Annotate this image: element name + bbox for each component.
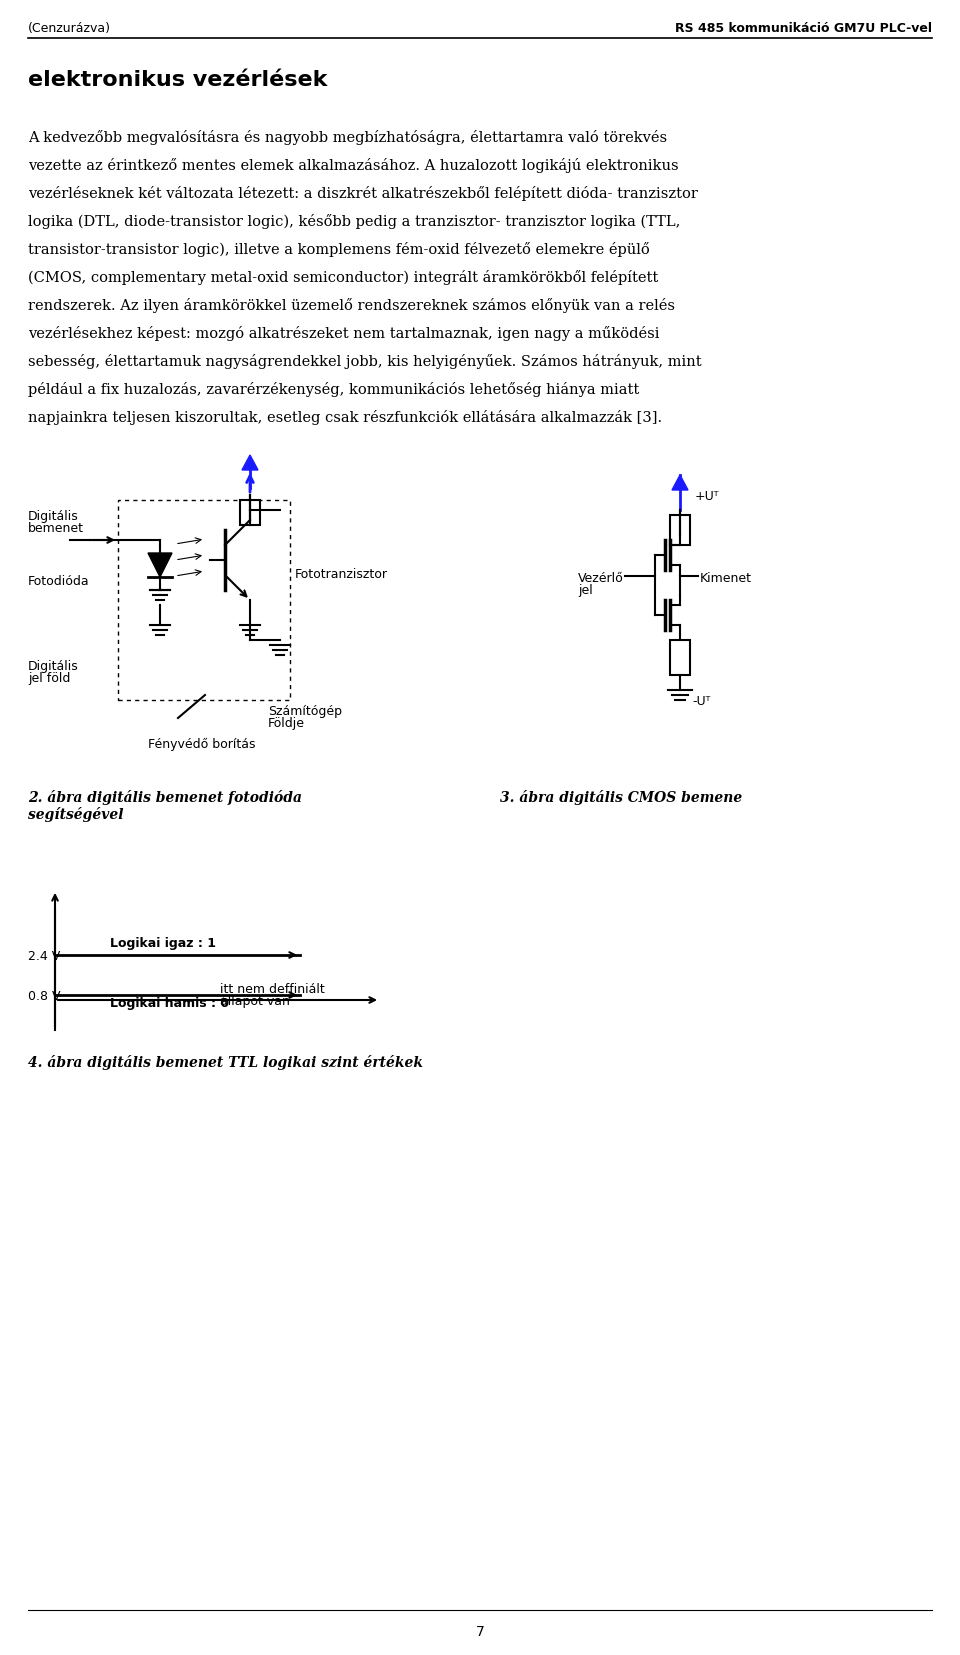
Text: vezérlésekhez képest: mozgó alkatrészeket nem tartalmaznak, igen nagy a működési: vezérlésekhez képest: mozgó alkatrészeke… — [28, 326, 660, 341]
Text: 7: 7 — [475, 1625, 485, 1638]
Text: állapot van: állapot van — [220, 995, 290, 1008]
Text: sebesség, élettartamuk nagyságrendekkel jobb, kis helyigényűek. Számos hátrányuk: sebesség, élettartamuk nagyságrendekkel … — [28, 354, 702, 369]
Polygon shape — [672, 475, 688, 490]
Text: vezérléseknek két változata létezett: a diszkrét alkatrészekből felépített dióda: vezérléseknek két változata létezett: a … — [28, 185, 698, 200]
Text: Földje: Földje — [268, 717, 305, 730]
Text: Fényvédő borítás: Fényvédő borítás — [148, 738, 255, 751]
Text: elektronikus vezérlések: elektronikus vezérlések — [28, 70, 327, 89]
Text: RS 485 kommunikáció GM7U PLC-vel: RS 485 kommunikáció GM7U PLC-vel — [675, 22, 932, 35]
Text: jel föld: jel föld — [28, 672, 70, 685]
Text: 2.4 V: 2.4 V — [28, 950, 60, 963]
Text: Fototranzisztor: Fototranzisztor — [295, 568, 388, 581]
Bar — [670, 515, 690, 544]
Text: Kimenet: Kimenet — [700, 573, 752, 584]
Text: (Cenzurázva): (Cenzurázva) — [28, 22, 111, 35]
Polygon shape — [242, 455, 258, 470]
Polygon shape — [148, 553, 172, 578]
Text: 4. ábra digitális bemenet TTL logikai szint értékek: 4. ábra digitális bemenet TTL logikai sz… — [28, 1054, 423, 1071]
Text: bemenet: bemenet — [28, 521, 84, 535]
Text: Fotodióda: Fotodióda — [28, 574, 89, 588]
Text: Logikai igaz : 1: Logikai igaz : 1 — [110, 937, 216, 950]
Text: jel: jel — [578, 584, 592, 597]
Text: 3. ábra digitális CMOS bemene: 3. ábra digitális CMOS bemene — [500, 789, 742, 804]
Text: -Uᵀ: -Uᵀ — [692, 695, 710, 708]
Text: Számítógép: Számítógép — [268, 705, 342, 718]
Text: például a fix huzalozás, zavarérzékenység, kommunikációs lehetőség hiánya miatt: például a fix huzalozás, zavarérzékenysé… — [28, 382, 639, 397]
Text: 0.8 V: 0.8 V — [28, 990, 60, 1003]
Text: (CMOS, complementary metal-oxid semiconductor) integrált áramkörökből felépített: (CMOS, complementary metal-oxid semicond… — [28, 270, 659, 285]
Text: Vezérlő: Vezérlő — [578, 573, 624, 584]
Text: napjainkra teljesen kiszorultak, esetleg csak részfunkciók ellátására alkalmazzá: napjainkra teljesen kiszorultak, esetleg… — [28, 410, 662, 425]
Text: Digitális: Digitális — [28, 660, 79, 674]
Text: 2. ábra digitális bemenet fotodióda
segítségével: 2. ábra digitális bemenet fotodióda segí… — [28, 789, 302, 823]
Text: logika (DTL, diode-transistor logic), később pedig a tranzisztor- tranzisztor lo: logika (DTL, diode-transistor logic), ké… — [28, 213, 681, 228]
Text: rendszerek. Az ilyen áramkörökkel üzemelő rendszereknek számos előnyük van a rel: rendszerek. Az ilyen áramkörökkel üzemel… — [28, 298, 675, 313]
Text: vezette az érintkező mentes elemek alkalmazásához. A huzalozott logikájú elektro: vezette az érintkező mentes elemek alkal… — [28, 157, 679, 174]
Text: A kedvezőbb megvalósításra és nagyobb megbízhatóságra, élettartamra való törekvé: A kedvezőbb megvalósításra és nagyobb me… — [28, 131, 667, 146]
Text: Digitális: Digitális — [28, 510, 79, 523]
Bar — [240, 500, 260, 525]
Text: Logikai hamis : 0: Logikai hamis : 0 — [110, 996, 229, 1010]
Text: +Uᵀ: +Uᵀ — [695, 490, 719, 503]
Bar — [670, 640, 690, 675]
Bar — [118, 500, 290, 700]
Text: itt nem deffiniált: itt nem deffiniált — [220, 983, 324, 996]
Text: transistor-transistor logic), illetve a komplemens fém-oxid félvezető elemekre é: transistor-transistor logic), illetve a … — [28, 242, 650, 257]
